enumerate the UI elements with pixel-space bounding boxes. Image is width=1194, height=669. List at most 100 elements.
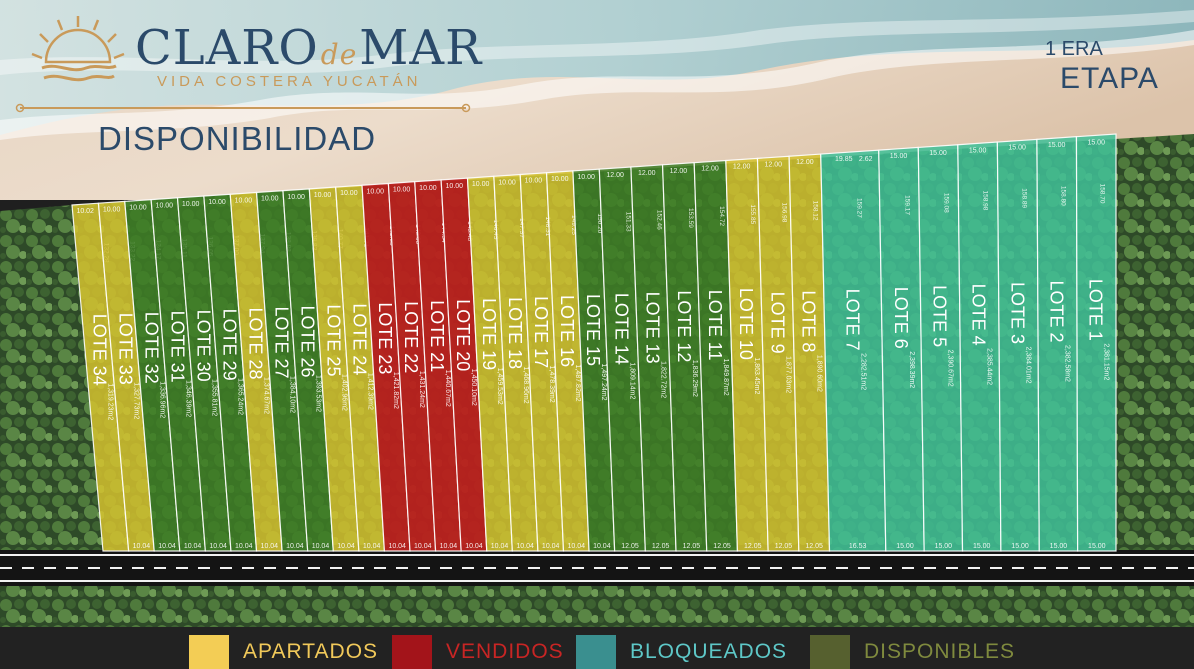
lot-front-label: 10.02 (76, 208, 94, 215)
lot-depth-label: 154.72 (718, 206, 725, 226)
lot-area-label: 1,365.24m2 (236, 378, 243, 415)
lot-area-label: 1,822.72m2 (660, 361, 667, 398)
lot-road-label: 15.00 (896, 543, 914, 550)
lot-label: LOTE 30 (193, 310, 213, 382)
legend-label-disponibles: DISPONIBLES (864, 640, 1016, 663)
sun-wave-logo-icon (31, 16, 125, 82)
lot-label: LOTE 11 (705, 290, 725, 361)
lot-front-label: 10.00 (129, 205, 147, 212)
lot-depth-label: 145.48 (466, 221, 473, 241)
lot-3[interactable]: 15.00 15.00 LOTE 3 158.89 2,384.01m2 (996, 138, 1040, 552)
lot-2[interactable]: 15.00 15.00 LOTE 2 158.80 2,382.58m2 (1036, 136, 1079, 552)
lot-road-label: 12.05 (683, 543, 701, 550)
lot-road-label: 12.05 (621, 543, 639, 550)
lot-label: LOTE 22 (401, 301, 421, 373)
lot-shape[interactable] (1036, 136, 1079, 552)
lot-front-label: 10.00 (366, 188, 384, 195)
lot-16[interactable]: 10.00 10.04 LOTE 16 149.25 1,487.82m2 (545, 170, 590, 552)
lot-front-label: 15.00 (1008, 145, 1026, 152)
lot-area-label: 2,382.58m2 (1064, 345, 1071, 382)
lot-label: LOTE 6 (891, 287, 911, 349)
lot-10[interactable]: 12.00 12.05 LOTE 10 155.85 1,863.45m2 (725, 157, 769, 552)
lot-shape[interactable] (957, 141, 1002, 552)
lot-label: LOTE 34 (90, 314, 110, 386)
lot-shape[interactable] (996, 138, 1040, 552)
lot-front-label: 15.00 (1048, 142, 1066, 149)
lot-road-label: 10.04 (209, 543, 227, 550)
lot-area-label: 1,450.10m2 (470, 369, 477, 406)
lot-front-label: 12.00 (733, 163, 751, 170)
lot-front-label: 15.00 (890, 153, 908, 160)
legend-item-apartados: APARTADOS (189, 635, 378, 669)
lot-depth-label: 150.20 (596, 213, 603, 233)
lot-depth-label: 158.80 (1060, 186, 1067, 206)
lot-shape[interactable] (878, 146, 925, 552)
lot-label: LOTE 13 (643, 292, 663, 364)
lot-label: LOTE 2 (1047, 280, 1067, 342)
lot-road-label: 15.00 (1011, 543, 1029, 550)
lot-4[interactable]: 15.00 15.00 LOTE 4 158.98 2,385.44m2 (957, 141, 1002, 552)
lot-depth-label: 156.98 (780, 202, 787, 222)
lot-7[interactable]: 19.85 2.62 16.53 LOTE 7 159.27 2,282.51m2 (820, 149, 887, 552)
lot-area-label: 1,836.29m2 (691, 360, 698, 397)
lot-13[interactable]: 12.00 12.05 LOTE 13 152.46 1,822.72m2 (630, 164, 677, 552)
lot-19[interactable]: 10.00 10.04 LOTE 19 146.43 1,459.53m2 (466, 175, 513, 552)
lot-front-label: 15.00 (1087, 139, 1105, 146)
lot-17[interactable]: 10.00 10.04 LOTE 17 148.31 1,478.39m2 (519, 172, 565, 552)
lot-depth-label: 153.59 (687, 208, 694, 228)
lot-12[interactable]: 12.00 12.05 LOTE 12 153.59 1,836.29m2 (661, 162, 708, 552)
lot-area-label: 1,374.67m2 (262, 377, 269, 414)
lot-road-label: 12.05 (713, 543, 731, 550)
lot-15[interactable]: 10.00 10.04 LOTE 15 150.20 1,497.24m2 (572, 168, 616, 552)
lot-label: LOTE 1 (1086, 279, 1106, 341)
lot-area-label: 1,849.87m2 (722, 359, 729, 396)
lot-depth-label: 155.85 (749, 204, 756, 224)
lot-label: LOTE 29 (219, 309, 239, 381)
lot-8[interactable]: 12.00 12.05 LOTE 8 158.12 1,890.60m2 (788, 153, 831, 552)
lot-11[interactable]: 12.00 12.05 LOTE 11 154.72 1,849.87m2 (693, 159, 739, 552)
legend-swatch-bloqueados (576, 635, 616, 669)
brand-tagline: VIDA COSTERA YUCATÁN (157, 73, 422, 90)
lot-area-label: 2,384.01m2 (1025, 347, 1032, 384)
lot-shape[interactable] (1075, 133, 1117, 552)
lot-depth-label: 159.17 (904, 195, 911, 215)
lot-depth-label: 158.98 (982, 191, 989, 211)
lot-area-label: 1,890.60m2 (816, 355, 823, 392)
lot-road-label: 15.00 (1050, 543, 1068, 550)
lot-5[interactable]: 15.00 15.00 LOTE 5 159.08 2,390.67m2 (917, 144, 964, 552)
legend-label-vendidos: VENDIDOS (446, 640, 564, 663)
lot-label: LOTE 24 (349, 303, 369, 375)
lot-area-label: 2,385.44m2 (986, 348, 993, 385)
legend-swatch-apartados (189, 635, 229, 669)
lot-road-label: 15.00 (1088, 543, 1106, 550)
lot-area-label: 2,381.15m2 (1103, 343, 1110, 380)
lot-road-label: 10.04 (516, 543, 534, 550)
lot-road-label: 12.05 (744, 543, 762, 550)
lot-road-label: 10.04 (414, 543, 432, 550)
lot-front-label: 10.00 (261, 196, 279, 203)
legend-label-bloqueados: BLOQUEADOS (630, 640, 788, 663)
lot-shape[interactable] (917, 144, 964, 552)
lot-road-label: 10.04 (465, 543, 483, 550)
lot-front-label: 12.00 (606, 172, 624, 179)
lot-front-label: 10.00 (103, 206, 121, 213)
legend-swatch-disponibles (810, 635, 850, 669)
lot-area-label: 1,431.24m2 (418, 371, 425, 408)
lot-front-label: 10.00 (446, 183, 464, 190)
lot-road-label: 10.04 (363, 543, 381, 550)
brand-word-claro: CLARO (135, 20, 319, 76)
lot-6[interactable]: 15.00 15.00 LOTE 6 159.17 2,398.39m2 (878, 146, 925, 552)
lot-area-label: 1,468.96m2 (522, 367, 529, 404)
lot-road-label: 10.04 (261, 543, 279, 550)
lot-road-label: 10.04 (491, 543, 509, 550)
lot-label: LOTE 7 (843, 289, 863, 351)
lot-1[interactable]: 15.00 15.00 LOTE 1 158.70 2,381.15m2 (1075, 133, 1117, 552)
brand-word-mar: MAR (359, 20, 483, 76)
lot-front-label: 12.00 (796, 159, 814, 166)
lot-area-label: 1,355.81m2 (210, 379, 217, 416)
lot-label: LOTE 32 (141, 312, 161, 384)
